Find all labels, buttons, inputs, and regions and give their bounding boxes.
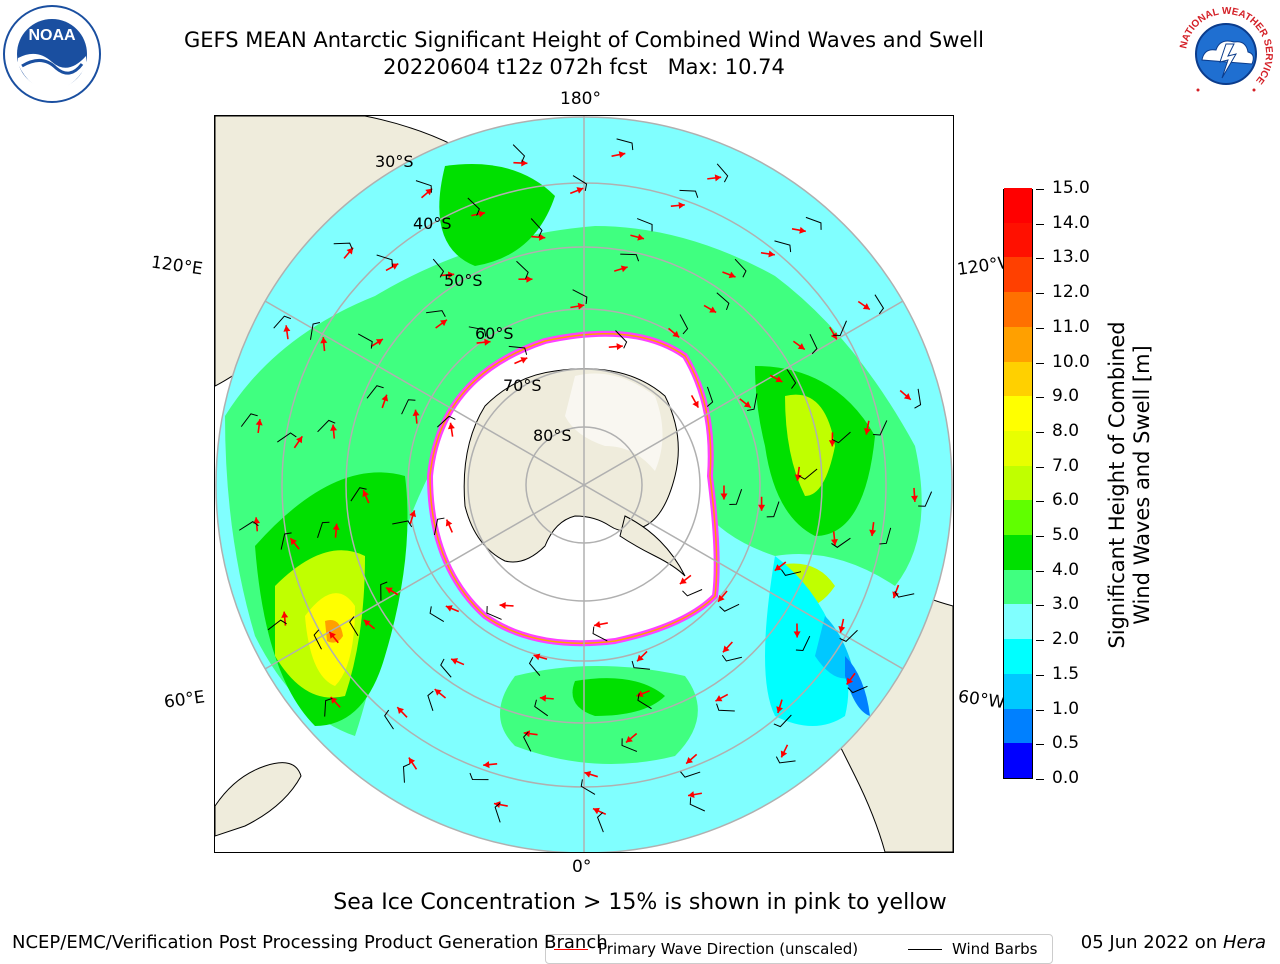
- colorbar-tick: [1036, 224, 1044, 225]
- colorbar-tick: [1036, 675, 1044, 676]
- lat-label-30s: 30°S: [375, 152, 414, 171]
- colorbar-band: [1004, 326, 1032, 361]
- colorbar: [1003, 189, 1033, 779]
- colorbar-title-line1: Significant Height of Combined: [1105, 321, 1129, 648]
- colorbar-band: [1004, 604, 1032, 639]
- colorbar-tick: [1036, 779, 1044, 780]
- colorbar-tick-label: 10.0: [1052, 352, 1090, 372]
- colorbar-tick-label: 0.0: [1052, 768, 1079, 788]
- lon-label-60w: 60°W: [957, 687, 1006, 713]
- colorbar-tick: [1036, 397, 1044, 398]
- nws-logo-icon: NATIONAL WEATHER SERVICE: [1176, 4, 1276, 104]
- colorbar-band: [1004, 673, 1032, 708]
- chart-title: GEFS MEAN Antarctic Significant Height o…: [0, 28, 1168, 52]
- colorbar-tick: [1036, 640, 1044, 641]
- lon-label-0: 0°: [572, 857, 591, 877]
- colorbar-band: [1004, 430, 1032, 465]
- colorbar-band: [1004, 743, 1032, 778]
- legend-barb-label: Wind Barbs: [952, 940, 1037, 958]
- colorbar-band: [1004, 569, 1032, 604]
- colorbar-tick-label: 5.0: [1052, 525, 1079, 545]
- colorbar-band: [1004, 535, 1032, 570]
- lat-label-50s: 50°S: [444, 271, 483, 290]
- colorbar-tick-label: 7.0: [1052, 456, 1079, 476]
- noaa-logo-icon: NOAA: [2, 4, 102, 104]
- colorbar-tick: [1036, 536, 1044, 537]
- colorbar-tick-label: 14.0: [1052, 213, 1090, 233]
- colorbar-tick: [1036, 328, 1044, 329]
- lon-label-120e: 120°E: [150, 252, 204, 279]
- lat-label-60s: 60°S: [475, 324, 514, 343]
- colorbar-tick-label: 6.0: [1052, 490, 1079, 510]
- colorbar-band: [1004, 292, 1032, 327]
- polar-map: 30°S 40°S 50°S 60°S 70°S 80°S Primary Wa…: [214, 115, 954, 853]
- colorbar-tick: [1036, 710, 1044, 711]
- colorbar-tick-label: 3.0: [1052, 594, 1079, 614]
- colorbar-tick-label: 9.0: [1052, 386, 1079, 406]
- polar-map-canvas: [215, 116, 953, 852]
- colorbar-band: [1004, 708, 1032, 743]
- colorbar-tick-label: 0.5: [1052, 733, 1079, 753]
- colorbar-title-line2: Wind Waves and Swell [m]: [1130, 345, 1154, 625]
- colorbar-tick-label: 1.5: [1052, 664, 1079, 684]
- colorbar-tick-label: 8.0: [1052, 421, 1079, 441]
- chart-subtitle: 20220604 t12z 072h fcst Max: 10.74: [0, 55, 1168, 79]
- footer-date-text: 05 Jun 2022 on: [1081, 932, 1223, 953]
- colorbar-tick: [1036, 605, 1044, 606]
- legend-entry-barbs: Wind Barbs: [908, 940, 1037, 958]
- colorbar-band: [1004, 222, 1032, 257]
- legend-wave-label: Primary Wave Direction (unscaled): [598, 940, 858, 958]
- colorbar-tick: [1036, 432, 1044, 433]
- lat-label-40s: 40°S: [413, 214, 452, 233]
- colorbar-tick-label: 1.0: [1052, 699, 1079, 719]
- colorbar-tick-label: 12.0: [1052, 282, 1090, 302]
- legend-barb-swatch: [908, 949, 942, 950]
- footer-date: 05 Jun 2022 on Hera: [1081, 932, 1266, 953]
- lat-label-70s: 70°S: [503, 376, 542, 395]
- colorbar-tick-label: 4.0: [1052, 560, 1079, 580]
- sea-ice-caption: Sea Ice Concentration > 15% is shown in …: [0, 890, 1280, 915]
- footer-host: Hera: [1223, 932, 1266, 953]
- colorbar-band: [1004, 361, 1032, 396]
- colorbar-tick: [1036, 189, 1044, 190]
- colorbar-tick: [1036, 258, 1044, 259]
- colorbar-band: [1004, 188, 1032, 223]
- colorbar-band: [1004, 465, 1032, 500]
- colorbar-tick-label: 2.0: [1052, 629, 1079, 649]
- colorbar-tick: [1036, 467, 1044, 468]
- colorbar-tick: [1036, 293, 1044, 294]
- noaa-logo-text: NOAA: [28, 27, 76, 44]
- colorbar-band: [1004, 257, 1032, 292]
- lon-label-60e: 60°E: [163, 687, 206, 712]
- colorbar-tick: [1036, 363, 1044, 364]
- colorbar-tick-label: 11.0: [1052, 317, 1090, 337]
- colorbar-tick-label: 13.0: [1052, 247, 1090, 267]
- colorbar-band: [1004, 639, 1032, 674]
- colorbar-tick: [1036, 501, 1044, 502]
- colorbar-band: [1004, 500, 1032, 535]
- lon-label-180: 180°: [560, 89, 601, 109]
- colorbar-tick: [1036, 571, 1044, 572]
- colorbar-tick-label: 15.0: [1052, 178, 1090, 198]
- colorbar-band: [1004, 396, 1032, 431]
- colorbar-tick: [1036, 744, 1044, 745]
- footer-branch: NCEP/EMC/Verification Post Processing Pr…: [12, 932, 608, 953]
- lat-label-80s: 80°S: [533, 426, 572, 445]
